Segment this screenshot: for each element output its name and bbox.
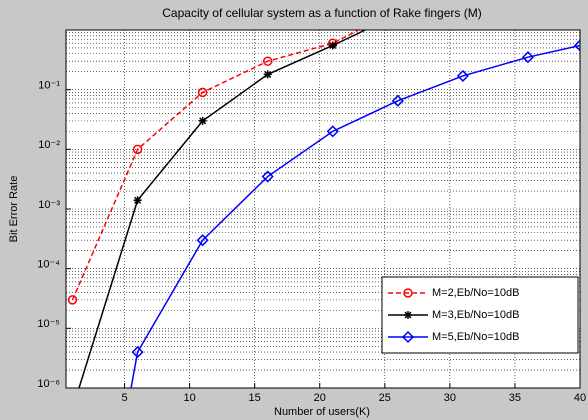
data-point [573, 39, 580, 52]
y-tick-label: 10⁻⁵ [37, 318, 60, 330]
x-tick-label: 35 [509, 392, 521, 404]
legend-label: M=2,Eb/No=10dB [432, 287, 519, 299]
data-point [391, 94, 404, 107]
data-point [262, 56, 273, 66]
legend-label: M=3,Eb/No=10dB [432, 309, 519, 321]
data-point [198, 116, 207, 125]
legend-marker [404, 311, 412, 319]
x-tick-label: 25 [379, 392, 391, 404]
series-line [130, 44, 580, 388]
y-tick-label: 10⁻² [38, 139, 60, 151]
data-point [131, 346, 144, 359]
series-line [78, 30, 366, 388]
y-tick-label: 10⁻⁴ [37, 259, 60, 271]
series-line [71, 30, 360, 301]
data-point [67, 295, 78, 305]
series-group [67, 30, 580, 388]
chart-title: Capacity of cellular system as a functio… [162, 6, 481, 20]
data-point [326, 125, 339, 138]
x-tick-label: 20 [314, 392, 326, 404]
data-point [197, 87, 208, 98]
data-point [133, 196, 142, 205]
data-point [263, 70, 272, 79]
x-tick-label: 15 [249, 392, 261, 404]
data-point [328, 41, 337, 50]
legend-label: M=5,Eb/No=10dB [432, 331, 519, 343]
x-tick-label: 30 [444, 392, 456, 404]
legend-marker [401, 330, 415, 344]
y-tick-label: 10⁻⁶ [37, 378, 60, 390]
y-tick-label: 10⁻¹ [38, 80, 60, 92]
data-point [456, 69, 469, 82]
legend-marker [403, 288, 413, 298]
x-tick-label: 40 [574, 392, 586, 404]
y-tick-label: 10⁻³ [38, 199, 60, 211]
data-point [196, 234, 209, 247]
y-axis-label: Bit Error Rate [8, 176, 20, 243]
data-point [521, 51, 535, 64]
x-tick-label: 5 [121, 392, 127, 404]
data-point [132, 144, 143, 155]
x-tick-label: 10 [183, 392, 195, 404]
data-point [261, 170, 274, 183]
x-axis-label: Number of users(K) [274, 406, 370, 418]
